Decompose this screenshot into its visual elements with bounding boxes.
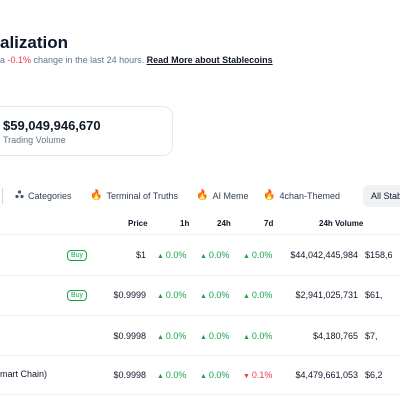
tab-categories[interactable]: Categories [15, 185, 72, 207]
market-cap-cell: $61, [365, 290, 383, 300]
tab-4chan-themed[interactable]: 🔥 4chan-Themed [263, 185, 340, 207]
fire-icon: 🔥 [263, 190, 276, 201]
change-24h-cell: ▲ 0.0% [200, 250, 229, 260]
change-24h-cell: ▲ 0.0% [200, 370, 229, 380]
market-cap-cell: $7, [365, 331, 378, 341]
tab-ai-meme[interactable]: 🔥 AI Meme [196, 185, 248, 207]
percent-value: 0.0% [208, 370, 230, 380]
table-header-divider [0, 234, 400, 235]
tab-label: 4chan-Themed [279, 191, 340, 201]
categories-icon [15, 185, 24, 207]
change-1h-cell: ▲ 0.0% [157, 290, 186, 300]
market-cap-cell: $158,6 [365, 250, 393, 260]
buy-button[interactable]: Buy [67, 250, 88, 261]
change-24h-cell: ▲ 0.0% [200, 290, 229, 300]
caret-up-icon: ▲ [200, 253, 209, 260]
tab-terminal-of-truths[interactable]: 🔥 Terminal of Truths [90, 185, 178, 207]
percent-value: 0.0% [208, 290, 230, 300]
volume-cell: $4,180,765 [312, 331, 358, 341]
caret-up-icon: ▲ [200, 334, 209, 341]
caret-down-icon: ▼ [243, 373, 252, 380]
tab-label: Categories [28, 191, 72, 201]
caret-up-icon: ▲ [243, 253, 252, 260]
change-7d-cell: ▼ 0.1% [243, 370, 272, 380]
caret-up-icon: ▲ [157, 373, 166, 380]
buy-button[interactable]: Buy [67, 290, 88, 301]
change-24h-cell: ▲ 0.0% [200, 331, 229, 341]
percent-value: 0.0% [251, 250, 273, 260]
tab-label: All Stab [371, 191, 400, 201]
trading-volume-card: $59,049,946,670 Trading Volume [0, 106, 173, 156]
trading-volume-value: $59,049,946,670 [3, 118, 101, 133]
page-title: alization [0, 33, 69, 52]
tab-divider [2, 188, 3, 204]
percent-value: 0.0% [251, 331, 273, 341]
change-7d-cell: ▲ 0.0% [243, 290, 272, 300]
price-cell: $0.9998 [113, 331, 146, 341]
percent-value: 0.0% [165, 250, 187, 260]
caret-up-icon: ▲ [157, 293, 166, 300]
row-divider [0, 394, 400, 395]
coin-name: mart Chain) [0, 369, 48, 379]
price-cell: $0.9998 [113, 370, 146, 380]
percent-value: 0.0% [208, 331, 230, 341]
column-header-1h[interactable]: 1h [180, 219, 190, 228]
read-more-link[interactable]: Read More about Stablecoins [146, 55, 273, 65]
subtitle-mid: change in the last 24 hours. [31, 55, 147, 65]
tab-all-stablecoins[interactable]: All Stab [363, 185, 400, 207]
change-7d-cell: ▲ 0.0% [243, 250, 272, 260]
change-1h-cell: ▲ 0.0% [157, 370, 186, 380]
percent-value: 0.0% [251, 290, 273, 300]
fire-icon: 🔥 [196, 190, 209, 201]
fire-icon: 🔥 [90, 190, 103, 201]
row-divider [0, 355, 400, 356]
change-7d-cell: ▲ 0.0% [243, 331, 272, 341]
volume-cell: $44,042,445,984 [290, 250, 358, 260]
caret-up-icon: ▲ [243, 334, 252, 341]
page-subtitle: a -0.1% change in the last 24 hours. Rea… [0, 55, 273, 65]
caret-up-icon: ▲ [200, 373, 209, 380]
percent-value: 0.0% [165, 370, 187, 380]
tab-label: Terminal of Truths [106, 191, 178, 201]
caret-up-icon: ▲ [243, 293, 252, 300]
tab-label: AI Meme [212, 191, 249, 201]
row-divider [0, 275, 400, 276]
subtitle-prefix: a [0, 55, 8, 65]
price-cell: $0.9999 [113, 290, 146, 300]
volume-cell: $2,941,025,731 [295, 290, 358, 300]
percent-value: 0.0% [165, 290, 187, 300]
trading-volume-label: Trading Volume [3, 135, 66, 145]
volume-cell: $4,479,661,053 [295, 370, 358, 380]
percent-value: 0.0% [208, 250, 230, 260]
column-header-24h[interactable]: 24h [217, 219, 231, 228]
column-header-24h-volume[interactable]: 24h Volume [319, 219, 364, 228]
caret-up-icon: ▲ [157, 253, 166, 260]
caret-up-icon: ▲ [200, 293, 209, 300]
change-1h-cell: ▲ 0.0% [157, 250, 186, 260]
row-divider [0, 315, 400, 316]
change-1h-cell: ▲ 0.0% [157, 331, 186, 341]
price-cell: $1 [135, 250, 146, 260]
market-cap-cell: $6,2 [365, 370, 383, 380]
percent-value: 0.1% [251, 370, 273, 380]
column-header-price[interactable]: Price [128, 219, 148, 228]
column-header-7d[interactable]: 7d [264, 219, 274, 228]
caret-up-icon: ▲ [157, 334, 166, 341]
market-change-value: -0.1% [7, 55, 32, 65]
percent-value: 0.0% [165, 331, 187, 341]
